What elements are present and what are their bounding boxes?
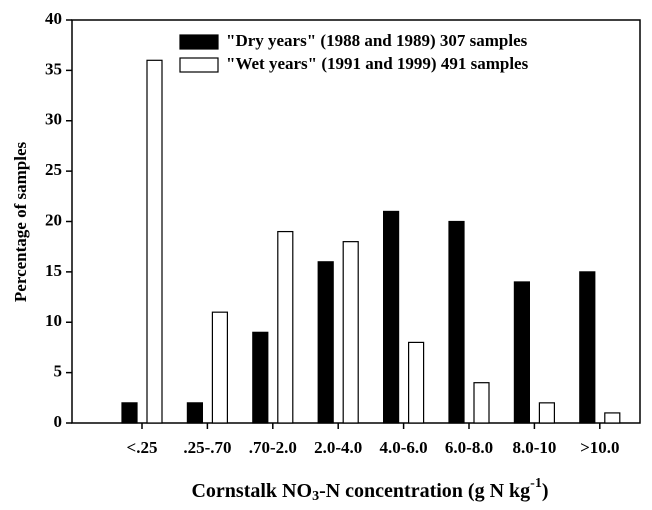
x-label-sub: 3 <box>312 489 319 504</box>
legend-label: "Wet years" (1991 and 1999) 491 samples <box>226 54 529 73</box>
bar <box>538 402 556 424</box>
x-tick-label: >10.0 <box>580 438 619 457</box>
bar <box>473 382 490 424</box>
bar <box>211 311 228 424</box>
bar <box>342 241 359 424</box>
legend-swatch <box>179 57 219 73</box>
y-tick-label: 40 <box>45 9 62 28</box>
bar <box>121 402 138 424</box>
x-label-part: -N concentration (g N kg <box>319 480 530 502</box>
x-axis-label: Cornstalk NO3-N concentration (g N kg-1) <box>191 476 548 504</box>
y-tick-label: 35 <box>45 59 62 78</box>
x-label-part: ) <box>542 480 549 502</box>
y-axis-label: Percentage of samples <box>11 142 30 303</box>
y-tick-label: 25 <box>45 160 62 179</box>
bar <box>317 261 334 424</box>
bar <box>579 271 596 424</box>
bar <box>604 412 621 424</box>
x-tick-label: 4.0-6.0 <box>380 438 428 457</box>
bar <box>277 230 294 424</box>
x-tick-label: 6.0-8.0 <box>445 438 493 457</box>
bar <box>408 341 425 424</box>
bar <box>448 220 465 424</box>
legend-label: "Dry years" (1988 and 1989) 307 samples <box>226 31 528 50</box>
x-tick-label: .25-.70 <box>183 438 231 457</box>
y-tick-label: 20 <box>45 210 62 229</box>
bar <box>383 210 400 424</box>
x-tick-label: <.25 <box>127 438 158 457</box>
x-label-part: Cornstalk NO <box>191 480 312 502</box>
y-tick-label: 0 <box>54 412 63 431</box>
legend-swatch <box>179 34 219 50</box>
y-tick-label: 10 <box>45 311 62 330</box>
y-tick-label: 30 <box>45 110 62 129</box>
bar <box>146 59 163 424</box>
x-tick-label: .70-2.0 <box>249 438 297 457</box>
bar <box>252 331 269 424</box>
y-tick-label: 5 <box>54 362 63 381</box>
x-tick-label: 8.0-10 <box>512 438 556 457</box>
y-tick-label: 15 <box>45 261 62 280</box>
bar <box>186 402 203 424</box>
x-tick-label: 2.0-4.0 <box>314 438 362 457</box>
x-label-sup: -1 <box>530 476 542 491</box>
bar <box>513 281 531 424</box>
